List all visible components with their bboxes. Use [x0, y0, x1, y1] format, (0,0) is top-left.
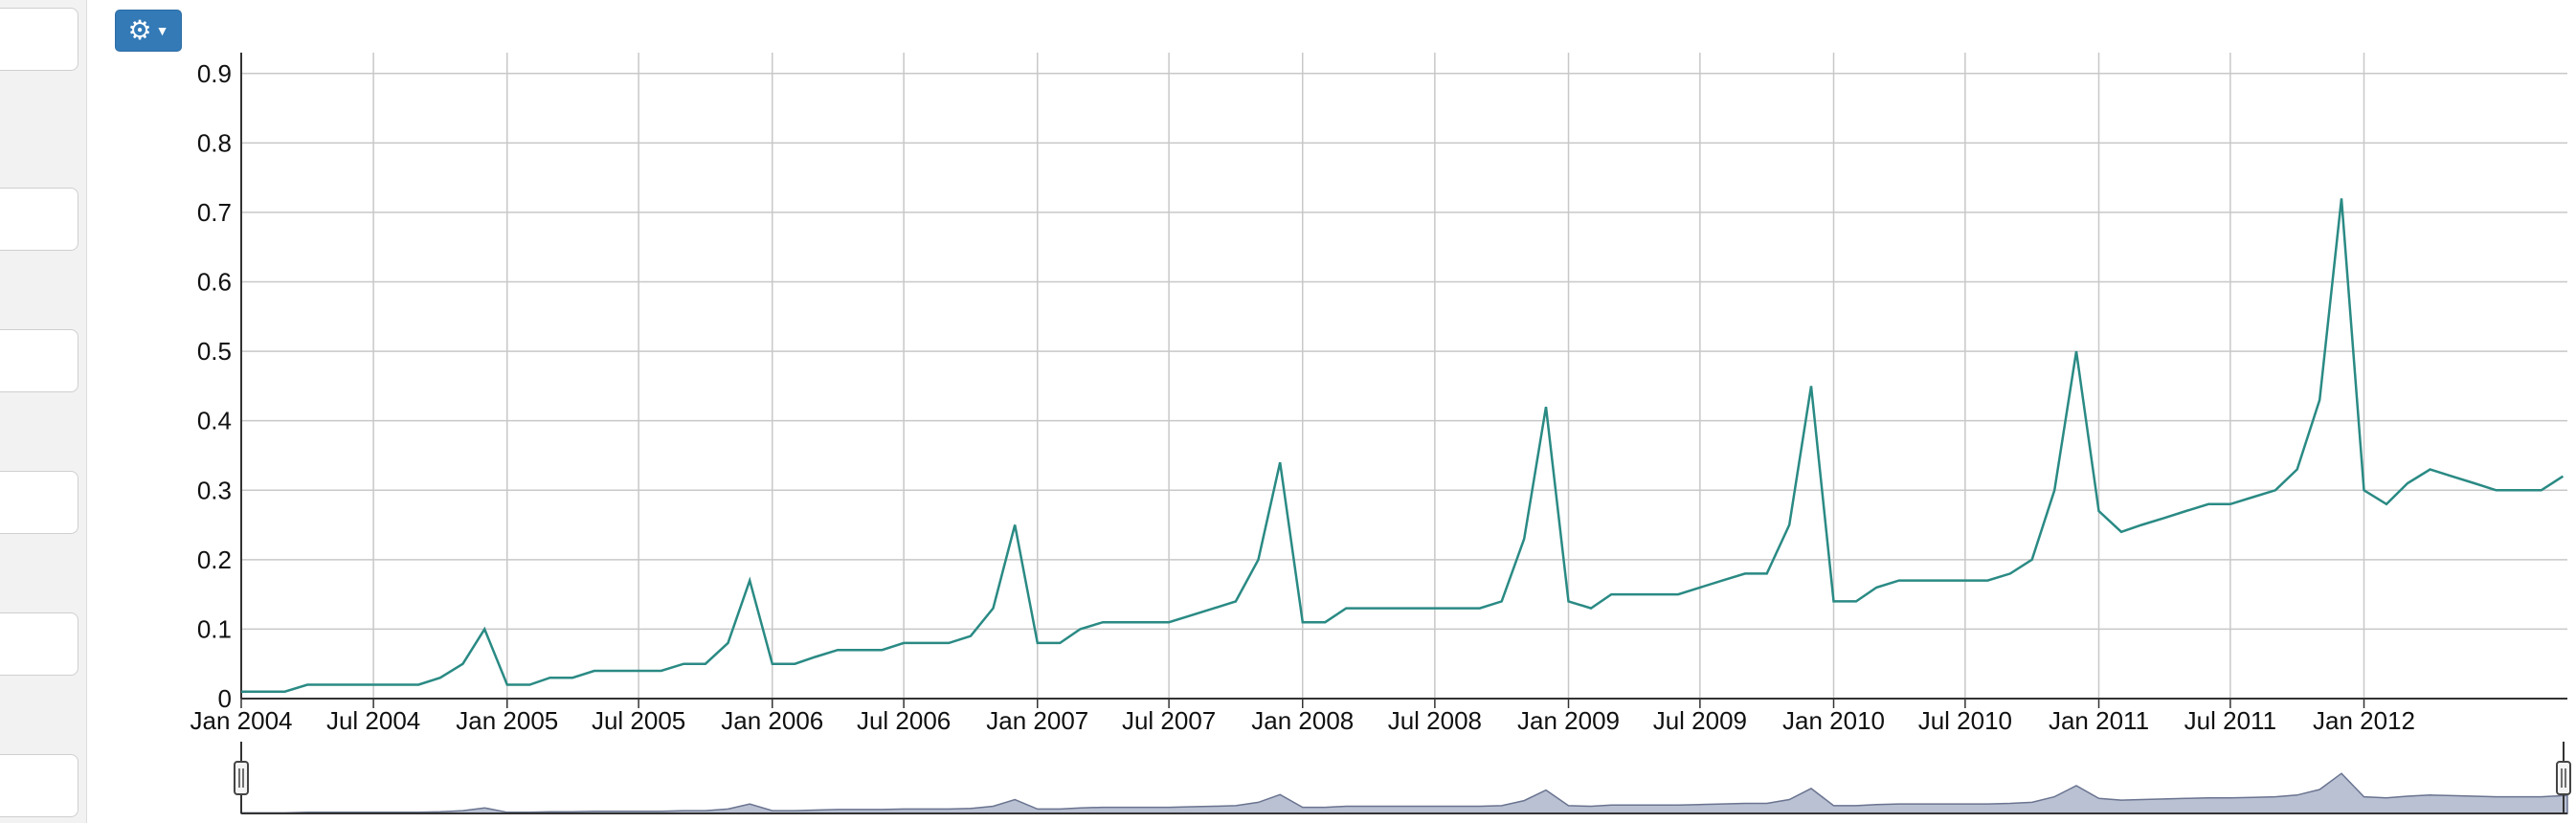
navigator-right-handle[interactable] — [2556, 761, 2571, 795]
y-tick-label: 0.7 — [197, 198, 232, 227]
x-tick-label: Jul 2005 — [592, 706, 685, 735]
navigator[interactable] — [234, 742, 2571, 814]
side-field-1[interactable] — [0, 8, 78, 71]
x-tick-label: Jan 2011 — [2049, 706, 2149, 735]
y-tick-label: 0.1 — [197, 614, 232, 643]
x-tick-label: Jul 2009 — [1653, 706, 1747, 735]
x-tick-label: Jan 2007 — [986, 706, 1088, 735]
y-tick-label: 0.2 — [197, 545, 232, 574]
left-panel — [0, 0, 87, 823]
caret-down-icon: ▼ — [155, 23, 169, 38]
x-axis-labels: Jan 2004 Jul 2004 Jan 2005 Jul 2005 Jan 2006… — [190, 706, 2415, 735]
side-field-5[interactable] — [0, 612, 78, 676]
y-gridlines — [241, 73, 2567, 631]
settings-dropdown-button[interactable]: ⚙ ▼ — [115, 10, 182, 52]
y-tick-label: 0.3 — [197, 476, 232, 504]
y-tick-label: 0.5 — [197, 337, 232, 366]
y-axis-labels: 0 0.1 0.2 0.3 0.4 0.5 0.6 0.7 0.8 0.9 — [197, 59, 232, 713]
side-field-3[interactable] — [0, 329, 78, 392]
x-tick-label: Jan 2008 — [1251, 706, 1354, 735]
x-tick-label: Jan 2009 — [1517, 706, 1620, 735]
x-tick-label: Jul 2010 — [1918, 706, 2012, 735]
x-tick-label: Jul 2004 — [326, 706, 420, 735]
x-tick-label: Jan 2006 — [721, 706, 823, 735]
x-tick-label: Jan 2005 — [456, 706, 558, 735]
gear-icon: ⚙ — [127, 15, 152, 45]
side-field-6[interactable] — [0, 754, 78, 817]
series-line — [241, 198, 2565, 693]
side-field-4[interactable] — [0, 471, 78, 534]
y-tick-label: 0 — [218, 684, 232, 713]
navigator-left-handle[interactable] — [234, 761, 249, 795]
x-tick-label: Jul 2008 — [1388, 706, 1482, 735]
x-tick-label: Jan 2010 — [1782, 706, 1885, 735]
x-tick-label: Jul 2006 — [857, 706, 951, 735]
y-tick-label: 0.6 — [197, 268, 232, 297]
y-tick-label: 0.4 — [197, 407, 232, 435]
x-tick-label: Jul 2011 — [2184, 706, 2276, 735]
x-gridlines — [240, 53, 2365, 708]
y-tick-label: 0.8 — [197, 128, 232, 157]
x-tick-label: Jan 2004 — [190, 706, 293, 735]
side-field-2[interactable] — [0, 188, 78, 251]
x-tick-label: Jul 2007 — [1122, 706, 1216, 735]
navigator-area — [240, 772, 2568, 814]
y-tick-label: 0.9 — [197, 59, 232, 88]
x-tick-label: Jan 2012 — [2313, 706, 2415, 735]
